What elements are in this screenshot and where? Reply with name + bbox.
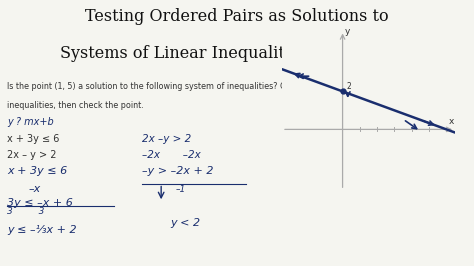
Text: y ≤ –¹⁄₃x + 2: y ≤ –¹⁄₃x + 2	[7, 225, 77, 235]
Text: x: x	[449, 117, 454, 126]
Text: 2x – y > 2: 2x – y > 2	[7, 150, 56, 160]
Text: –2x       –2x: –2x –2x	[142, 150, 201, 160]
Text: y < 2: y < 2	[171, 218, 201, 228]
Text: –x: –x	[28, 184, 41, 194]
Text: y ? mx+b: y ? mx+b	[7, 117, 54, 127]
Text: 3y ≤ –x + 6: 3y ≤ –x + 6	[7, 198, 73, 208]
Text: Is the point (1, 5) a solution to the following system of inequalities? Graph th: Is the point (1, 5) a solution to the fo…	[7, 82, 320, 92]
Text: 3         3: 3 3	[7, 207, 45, 217]
Text: –1: –1	[175, 185, 186, 194]
Text: inequalities, then check the point.: inequalities, then check the point.	[7, 101, 144, 110]
Text: x + 3y ≤ 6: x + 3y ≤ 6	[7, 166, 67, 176]
Text: y: y	[345, 27, 350, 36]
Text: –y > –2x + 2: –y > –2x + 2	[142, 166, 214, 176]
Text: Systems of Linear Inequalities by Graphing: Systems of Linear Inequalities by Graphi…	[60, 45, 414, 62]
Text: 2: 2	[347, 82, 352, 90]
Text: x + 3y ≤ 6: x + 3y ≤ 6	[7, 134, 59, 144]
Text: Testing Ordered Pairs as Solutions to: Testing Ordered Pairs as Solutions to	[85, 8, 389, 25]
Text: 2x –y > 2: 2x –y > 2	[142, 134, 191, 144]
